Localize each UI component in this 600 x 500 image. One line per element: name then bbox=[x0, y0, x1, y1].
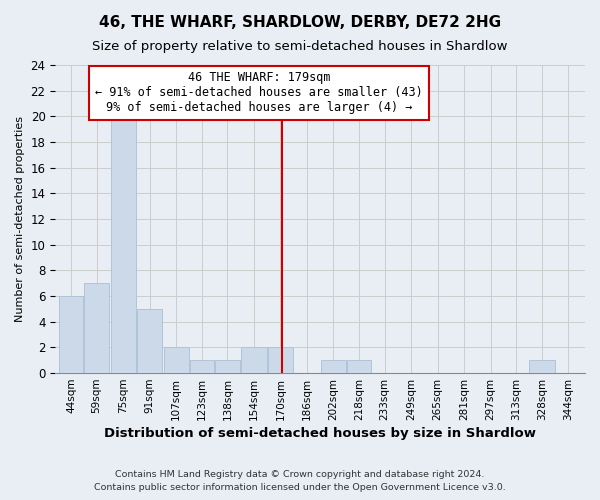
Bar bbox=[190, 360, 214, 373]
X-axis label: Distribution of semi-detached houses by size in Shardlow: Distribution of semi-detached houses by … bbox=[104, 427, 536, 440]
Bar bbox=[529, 360, 554, 373]
Bar bbox=[164, 348, 189, 373]
Y-axis label: Number of semi-detached properties: Number of semi-detached properties bbox=[15, 116, 25, 322]
Bar bbox=[137, 309, 162, 373]
Text: 46, THE WHARF, SHARDLOW, DERBY, DE72 2HG: 46, THE WHARF, SHARDLOW, DERBY, DE72 2HG bbox=[99, 15, 501, 30]
Bar bbox=[321, 360, 346, 373]
Text: 46 THE WHARF: 179sqm
← 91% of semi-detached houses are smaller (43)
9% of semi-d: 46 THE WHARF: 179sqm ← 91% of semi-detac… bbox=[95, 72, 423, 114]
Bar bbox=[347, 360, 371, 373]
Bar bbox=[215, 360, 240, 373]
Bar bbox=[268, 348, 293, 373]
Text: Contains HM Land Registry data © Crown copyright and database right 2024.
Contai: Contains HM Land Registry data © Crown c… bbox=[94, 470, 506, 492]
Text: Size of property relative to semi-detached houses in Shardlow: Size of property relative to semi-detach… bbox=[92, 40, 508, 53]
Bar bbox=[241, 348, 266, 373]
Bar bbox=[59, 296, 83, 373]
Bar bbox=[110, 116, 136, 373]
Bar bbox=[84, 283, 109, 373]
